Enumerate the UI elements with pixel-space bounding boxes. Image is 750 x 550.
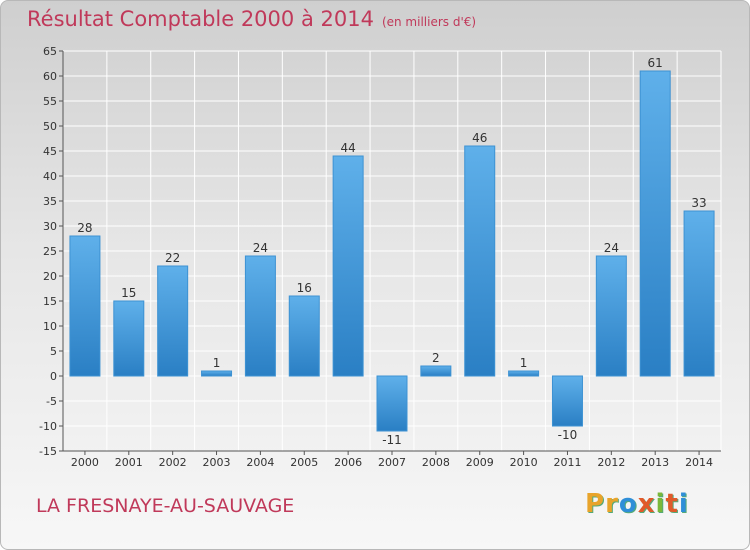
bar-2006 [332, 155, 364, 377]
x-tick-label: 2011 [553, 456, 581, 469]
data-label: -10 [558, 428, 578, 442]
y-tick-label: 20 [43, 270, 57, 283]
y-tick-label: 60 [43, 70, 57, 83]
x-tick-label: 2003 [203, 456, 231, 469]
logo-letter: i [655, 489, 666, 519]
data-label: 22 [165, 251, 180, 265]
y-tick-label: -10 [39, 420, 57, 433]
bar-2009 [464, 145, 496, 377]
bar-2000 [69, 235, 101, 377]
bar-2007 [376, 375, 408, 432]
bar-2002 [157, 265, 189, 377]
data-label: 15 [121, 286, 136, 300]
x-tick-label: 2002 [159, 456, 187, 469]
bar-2014 [683, 210, 715, 377]
data-label: 1 [213, 356, 221, 370]
bar-2011 [551, 375, 583, 427]
x-tick-label: 2010 [510, 456, 538, 469]
logo-letter: i [678, 489, 689, 519]
x-tick-label: 2004 [246, 456, 274, 469]
y-tick-label: 35 [43, 195, 57, 208]
y-tick-label: 10 [43, 320, 57, 333]
y-tick-label: 65 [43, 45, 57, 58]
chart-title-text: Résultat Comptable 2000 à 2014 [27, 7, 374, 31]
x-tick-label: 2009 [466, 456, 494, 469]
bar-2008 [420, 365, 452, 377]
data-label: -11 [382, 433, 402, 447]
bar-2003 [201, 370, 233, 377]
bar-2005 [288, 295, 320, 377]
chart-subtitle: (en milliers d'€) [381, 15, 477, 29]
y-tick-label: 50 [43, 120, 57, 133]
commune-name: LA FRESNAYE-AU-SAUVAGE [36, 495, 295, 517]
proxiti-logo: Proxiti [585, 489, 689, 519]
data-label: 46 [472, 131, 487, 145]
x-tick-label: 2008 [422, 456, 450, 469]
logo-letter: x [637, 489, 656, 519]
y-tick-label: -5 [46, 395, 57, 408]
data-label: 61 [648, 56, 663, 70]
y-tick-label: 30 [43, 220, 57, 233]
data-label: 24 [604, 241, 619, 255]
logo-letter: r [605, 489, 619, 519]
bar-2013 [639, 70, 671, 377]
y-tick-label: -15 [39, 445, 57, 458]
x-tick-label: 2014 [685, 456, 713, 469]
data-label: 44 [340, 141, 355, 155]
y-tick-label: 40 [43, 170, 57, 183]
x-tick-label: 2012 [597, 456, 625, 469]
bar-2001 [113, 300, 145, 377]
logo-letter: t [665, 489, 679, 519]
y-tick-label: 15 [43, 295, 57, 308]
y-tick-label: 25 [43, 245, 57, 258]
x-tick-label: 2006 [334, 456, 362, 469]
x-tick-label: 2013 [641, 456, 669, 469]
logo-letter: o [618, 489, 638, 519]
bar-2010 [508, 370, 540, 377]
data-label: 24 [253, 241, 268, 255]
y-tick-label: 0 [50, 370, 57, 383]
bar-2012 [595, 255, 627, 377]
data-label: 16 [297, 281, 312, 295]
x-tick-label: 2007 [378, 456, 406, 469]
x-tick-label: 2005 [290, 456, 318, 469]
bar-2004 [244, 255, 276, 377]
x-tick-label: 2001 [115, 456, 143, 469]
data-label: 33 [691, 196, 706, 210]
data-label: 1 [520, 356, 528, 370]
data-label: 2 [432, 351, 440, 365]
x-tick-label: 2000 [71, 456, 99, 469]
y-tick-label: 55 [43, 95, 57, 108]
y-tick-label: 5 [50, 345, 57, 358]
y-tick-label: 45 [43, 145, 57, 158]
logo-letter: P [585, 489, 606, 519]
data-label: 28 [77, 221, 92, 235]
chart-title: Résultat Comptable 2000 à 2014 (en millie… [27, 7, 476, 31]
